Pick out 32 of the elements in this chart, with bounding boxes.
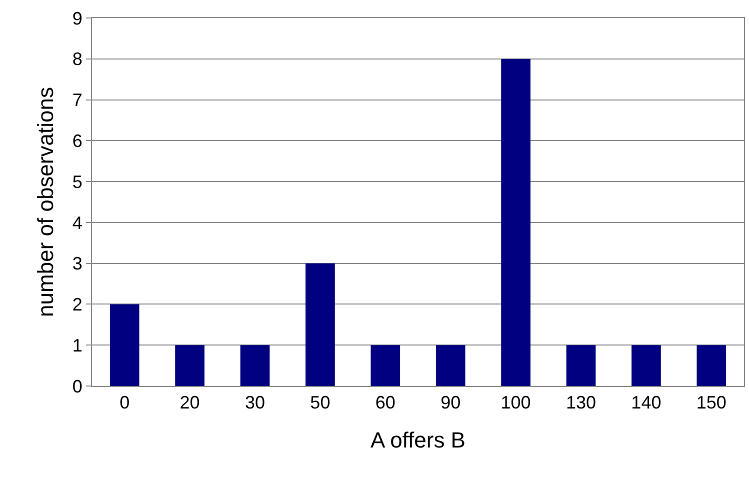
x-tick-label: 30	[244, 392, 266, 413]
x-tick-label: 0	[120, 392, 130, 413]
x-tick-label: 140	[631, 392, 662, 413]
x-tick-label: 100	[500, 392, 531, 413]
x-tick-label: 60	[375, 392, 396, 413]
bar	[175, 345, 204, 386]
x-tick-label: 90	[440, 392, 461, 413]
x-tick-label: 150	[696, 392, 726, 413]
bar	[501, 58, 530, 386]
y-tick-label: 0	[72, 376, 82, 396]
y-tick-label: 3	[72, 254, 82, 274]
x-axis-title: A offers B	[370, 428, 466, 452]
y-axis-title: number of observations	[33, 87, 58, 317]
y-tick-label: 2	[72, 294, 82, 315]
bar	[240, 345, 270, 386]
bar	[306, 263, 335, 386]
bar	[566, 345, 596, 386]
y-tick-label: 5	[72, 172, 82, 192]
bar	[436, 345, 466, 386]
y-tick-label: 6	[72, 130, 82, 151]
bar	[370, 345, 400, 386]
bar	[110, 304, 140, 386]
bar	[632, 345, 661, 386]
y-tick-label: 1	[72, 335, 82, 356]
y-tick-label: 9	[72, 8, 82, 28]
x-tick-label: 20	[180, 392, 200, 413]
y-tick-label: 7	[72, 90, 82, 110]
y-tick-label: 8	[72, 49, 82, 70]
y-tick-label: 4	[72, 212, 82, 233]
x-tick-label: 50	[310, 392, 330, 413]
bar	[696, 345, 726, 386]
x-tick-label: 130	[566, 392, 596, 413]
